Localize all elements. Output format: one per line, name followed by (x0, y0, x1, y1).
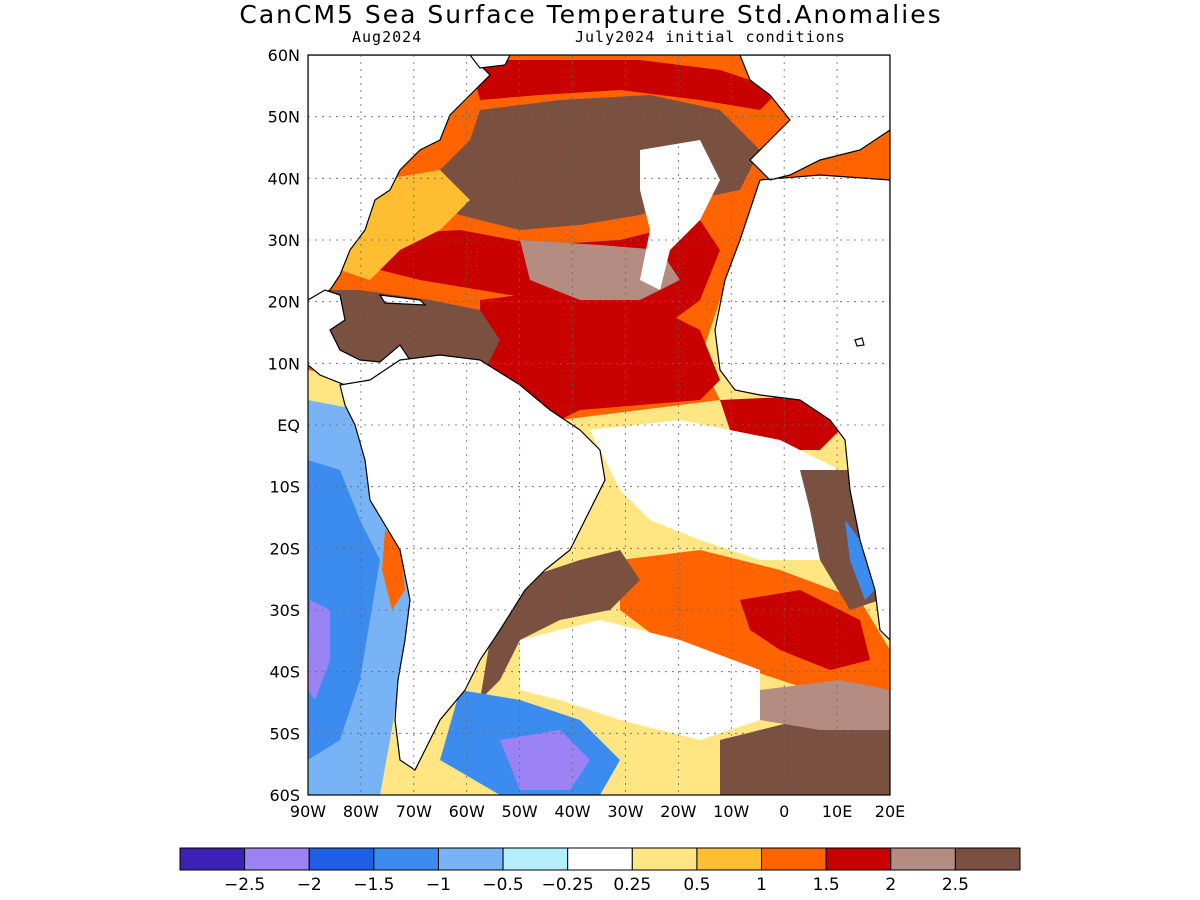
tropical-red-belt (480, 290, 720, 430)
gridlines (308, 55, 890, 795)
colorbar-swatch (244, 847, 310, 871)
lat-label: 20N (268, 293, 300, 312)
lon-label: 80W (343, 802, 379, 821)
colorbar-label: 2.5 (942, 875, 969, 895)
coastlines (308, 55, 890, 771)
mid-atlantic-tan (520, 240, 680, 300)
south-atlantic-white-band (520, 620, 760, 740)
canary-island (854, 337, 865, 347)
lat-label: 30N (268, 231, 300, 250)
north-america-land (308, 55, 491, 301)
lon-label: 20W (660, 802, 696, 821)
lat-label: EQ (277, 416, 300, 435)
colorbar-swatch (373, 847, 439, 871)
peru-coast-warm (382, 530, 405, 610)
central-america-land (308, 289, 411, 386)
colorbar-label: −0.5 (482, 875, 523, 895)
colorbar-swatch (179, 847, 246, 871)
lat-label: 60N (268, 46, 300, 65)
lat-label: 50N (268, 108, 300, 127)
southern-ocean-brown (720, 710, 890, 795)
southwest-atlantic-deep-cool (500, 730, 590, 790)
lat-label: 40S (269, 663, 300, 682)
anomaly-field (308, 55, 890, 795)
lat-label: 10S (269, 478, 300, 497)
colorbar-label: −0.25 (542, 875, 594, 895)
map-frame (307, 54, 891, 796)
colorbar-swatch (825, 847, 892, 871)
lat-label: 20S (269, 539, 300, 558)
lon-label: 50W (502, 802, 538, 821)
initial-conditions-label: July2024 initial conditions (575, 28, 846, 46)
lat-label: 40N (268, 169, 300, 188)
colorbar-swatch (696, 847, 763, 871)
forecast-month: Aug2024 (352, 28, 423, 46)
colorbar-label: 2 (885, 875, 896, 895)
lon-label: 30W (607, 802, 643, 821)
colorbar-label: −2.5 (224, 875, 265, 895)
benguela-cool-strip (845, 520, 875, 600)
lon-label: 70W (396, 802, 432, 821)
colorbar-swatch (890, 847, 956, 871)
lon-label: 10W (713, 802, 749, 821)
lat-label: 60S (269, 786, 300, 805)
lat-label: 30S (269, 601, 300, 620)
lon-label: 20E (875, 802, 905, 821)
colorbar-label: 0.5 (683, 875, 710, 895)
greenland-tip (469, 55, 511, 69)
lon-label: 0 (779, 802, 789, 821)
colorbar-boxes (179, 847, 1021, 871)
europe-land (739, 55, 890, 181)
colorbar-label: −1 (426, 875, 451, 895)
south-america-land (339, 354, 606, 771)
southern-ocean-tan (760, 680, 890, 730)
lat-label: 50S (269, 724, 300, 743)
south-atlantic-neutral (590, 420, 850, 560)
colorbar-labels: −2.5 −2 −1.5 −1 −0.5 −0.25 0.25 0.5 1 1.5 2 2.5 (224, 875, 969, 895)
colorbar-swatch (761, 847, 827, 871)
caribbean-islands (378, 294, 427, 306)
chart-title: CanCM5 Sea Surface Temperature Std.Anoma… (239, 0, 943, 29)
colorbar-swatch (954, 847, 1021, 871)
colorbar-swatch (308, 847, 375, 871)
colorbar-swatch (502, 847, 569, 871)
colorbar-label: 0.25 (613, 875, 651, 895)
africa-land (714, 174, 890, 641)
colorbar-label: −1.5 (353, 875, 394, 895)
colorbar-swatch (437, 847, 504, 871)
lon-label: 40W (554, 802, 590, 821)
lon-label: 60W (449, 802, 485, 821)
colorbar-swatch (631, 847, 698, 871)
lon-label: 10E (822, 802, 852, 821)
colorbar-swatch (567, 847, 633, 871)
longitude-labels: 90W 80W 70W 60W 50W 40W 30W 20W 10W 0 10E 20E (290, 802, 905, 821)
east-atlantic-white-patch (640, 140, 720, 290)
colorbar-label: 1 (756, 875, 767, 895)
colorbar-label: 1.5 (813, 875, 840, 895)
colorbar-label: −2 (297, 875, 322, 895)
lon-label: 90W (290, 802, 326, 821)
south-atlantic-red-patches (740, 590, 870, 670)
subpolar-red-band (470, 60, 780, 110)
southeast-pacific-purple (308, 600, 330, 700)
lat-label: 10N (268, 354, 300, 373)
latitude-labels: 60N 50N 40N 30N 20N 10N EQ 10S 20S 30S 40S 50S 60S (268, 46, 300, 805)
